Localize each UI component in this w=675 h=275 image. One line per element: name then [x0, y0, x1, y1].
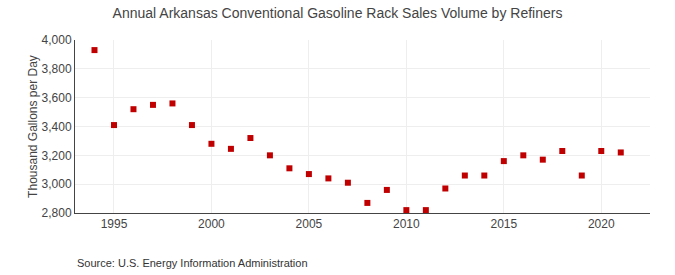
- svg-text:3,400: 3,400: [42, 120, 72, 134]
- svg-text:2010: 2010: [393, 217, 420, 231]
- svg-text:2020: 2020: [588, 217, 615, 231]
- svg-text:3,000: 3,000: [42, 177, 72, 191]
- svg-text:1995: 1995: [101, 217, 128, 231]
- svg-text:3,600: 3,600: [42, 91, 72, 105]
- svg-text:2000: 2000: [198, 217, 225, 231]
- svg-text:Thousand Gallons per Day: Thousand Gallons per Day: [26, 55, 40, 198]
- svg-text:2015: 2015: [490, 217, 517, 231]
- svg-text:3,800: 3,800: [42, 62, 72, 76]
- svg-text:4,000: 4,000: [42, 33, 72, 47]
- svg-text:2,800: 2,800: [42, 206, 72, 220]
- svg-text:2005: 2005: [296, 217, 323, 231]
- svg-text:Annual Arkansas Conventional G: Annual Arkansas Conventional Gasoline Ra…: [113, 5, 563, 21]
- svg-text:Source: U.S. Energy Informatio: Source: U.S. Energy Information Administ…: [77, 257, 308, 269]
- svg-text:3,200: 3,200: [42, 149, 72, 163]
